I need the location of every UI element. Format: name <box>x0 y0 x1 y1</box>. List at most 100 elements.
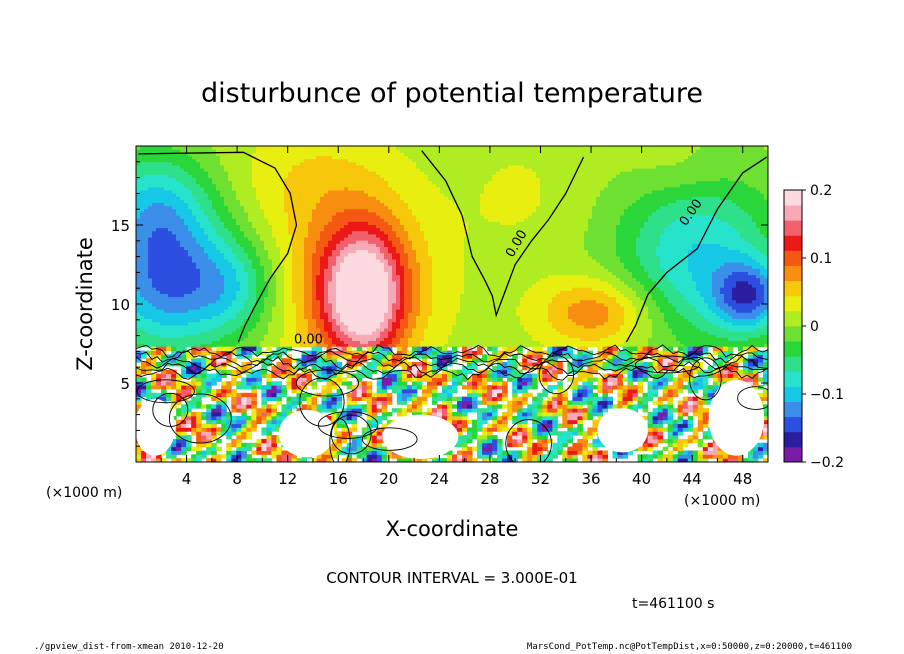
heatmap-cell <box>152 343 157 348</box>
heatmap-cell <box>656 305 661 310</box>
heatmap-cell <box>500 321 505 326</box>
heatmap-cell <box>684 330 689 335</box>
heatmap-cell <box>436 290 441 294</box>
heatmap-cell <box>568 293 573 298</box>
heatmap-cell <box>556 337 561 341</box>
heatmap-cell <box>248 334 253 338</box>
heatmap-cell <box>392 287 397 291</box>
heatmap-cell <box>684 312 689 316</box>
heatmap-cell <box>392 337 397 341</box>
heatmap-cell <box>480 296 485 301</box>
heatmap-cell <box>712 296 717 301</box>
heatmap-cell <box>188 287 193 291</box>
heatmap-cell <box>636 330 641 335</box>
heatmap-cell <box>524 327 529 332</box>
heatmap-cell <box>564 315 569 320</box>
heatmap-cell <box>292 315 297 320</box>
heatmap-cell <box>700 290 705 294</box>
heatmap-cell <box>340 293 345 298</box>
heatmap-cell <box>212 321 217 326</box>
heatmap-cell <box>764 296 768 301</box>
heatmap-cell <box>228 340 233 345</box>
heatmap-cell <box>348 290 353 294</box>
heatmap-cell <box>400 302 405 307</box>
heatmap-cell <box>504 321 509 326</box>
heatmap-cell <box>684 337 689 341</box>
heatmap-cell <box>596 321 601 326</box>
heatmap-cell <box>368 302 373 307</box>
heatmap-cell <box>184 343 189 348</box>
heatmap-cell <box>228 321 233 326</box>
heatmap-cell <box>436 293 441 298</box>
heatmap-cell <box>184 337 189 341</box>
heatmap-cell <box>408 296 413 301</box>
heatmap-cell <box>400 327 405 332</box>
heatmap-cell <box>572 315 577 320</box>
heatmap-cell <box>416 318 421 323</box>
heatmap-cell <box>692 290 697 294</box>
heatmap-cell <box>372 287 377 291</box>
heatmap-cell <box>280 318 285 323</box>
heatmap-cell <box>152 287 157 291</box>
heatmap-cell <box>152 334 157 338</box>
heatmap-cell <box>632 327 637 332</box>
heatmap-cell <box>256 318 261 323</box>
heatmap-cell <box>236 327 241 332</box>
heatmap-cell <box>476 340 481 345</box>
heatmap-cell <box>600 305 605 310</box>
heatmap-cell <box>244 340 249 345</box>
heatmap-cell <box>560 321 565 326</box>
heatmap-cell <box>588 324 593 329</box>
heatmap-cell <box>248 293 253 298</box>
heatmap-cell <box>368 283 373 288</box>
heatmap-cell <box>328 343 333 348</box>
heatmap-cell <box>400 315 405 320</box>
heatmap-cell <box>556 305 561 310</box>
heatmap-cell <box>272 330 277 335</box>
heatmap-cell <box>368 340 373 345</box>
heatmap-cell <box>620 312 625 316</box>
heatmap-cell <box>188 305 193 310</box>
heatmap-cell <box>452 343 457 348</box>
heatmap-cell <box>252 293 257 298</box>
heatmap-cell <box>308 296 313 301</box>
heatmap-cell <box>408 321 413 326</box>
heatmap-cell <box>440 312 445 316</box>
heatmap-cell <box>704 321 709 326</box>
heatmap-cell <box>372 321 377 326</box>
heatmap-cell <box>220 340 225 345</box>
heatmap-cell <box>676 334 681 338</box>
heatmap-cell <box>172 293 177 298</box>
heatmap-cell <box>240 290 245 294</box>
heatmap-cell <box>156 290 161 294</box>
heatmap-cell <box>140 334 145 338</box>
heatmap-cell <box>708 299 713 304</box>
heatmap-cell <box>488 296 493 301</box>
heatmap-cell <box>352 287 357 291</box>
heatmap-cell <box>688 312 693 316</box>
heatmap-cell <box>688 290 693 294</box>
heatmap-cell <box>428 334 433 338</box>
heatmap-cell <box>452 312 457 316</box>
heatmap-cell <box>272 334 277 338</box>
heatmap-cell <box>136 296 141 301</box>
heatmap-cell <box>732 309 737 313</box>
heatmap-cell <box>500 324 505 329</box>
heatmap-cell <box>472 340 477 345</box>
heatmap-cell <box>700 327 705 332</box>
heatmap-cell <box>160 334 165 338</box>
heatmap-cell <box>624 330 629 335</box>
heatmap-cell <box>580 312 585 316</box>
heatmap-cell <box>352 309 357 313</box>
heatmap-cell <box>320 334 325 338</box>
heatmap-cell <box>140 324 145 329</box>
heatmap-cell <box>376 287 381 291</box>
heatmap-cell <box>580 330 585 335</box>
heatmap-cell <box>604 327 609 332</box>
heatmap-cell <box>184 330 189 335</box>
heatmap-cell <box>764 321 768 326</box>
heatmap-cell <box>508 283 513 288</box>
heatmap-cell <box>620 343 625 348</box>
heatmap-cell <box>724 309 729 313</box>
heatmap-cell <box>656 283 661 288</box>
